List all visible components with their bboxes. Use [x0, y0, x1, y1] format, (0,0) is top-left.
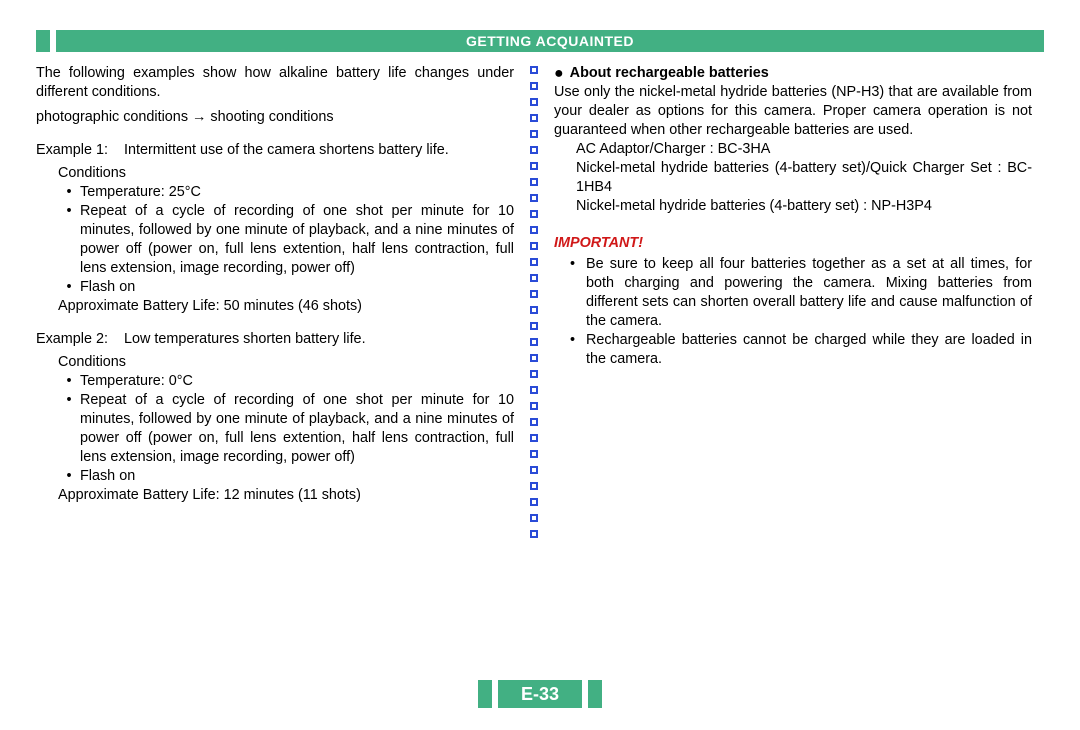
- list-item: •Temperature: 25°C: [58, 183, 514, 202]
- subsection-rechargeable: ● About rechargeable batteries: [554, 64, 1032, 83]
- page: GETTING ACQUAINTED The following example…: [0, 0, 1080, 730]
- divider-square-icon: [530, 98, 538, 106]
- list-item: •Temperature: 0°C: [58, 372, 514, 391]
- bullet-dot-icon: •: [58, 372, 80, 391]
- list-item: •Be sure to keep all four batteries toge…: [554, 255, 1032, 331]
- left-column: The following examples show how alkaline…: [36, 64, 524, 658]
- divider-square-icon: [530, 130, 538, 138]
- bullet-circle-icon: ●: [554, 64, 564, 83]
- important-list: •Be sure to keep all four batteries toge…: [554, 255, 1032, 369]
- example-2-text: Low temperatures shorten battery life.: [124, 330, 514, 349]
- divider-square-icon: [530, 162, 538, 170]
- bullet-dot-icon: •: [570, 331, 586, 369]
- example-2-label: Example 2:: [36, 330, 124, 349]
- list-item-text: Flash on: [80, 278, 514, 297]
- divider-square-icon: [530, 82, 538, 90]
- bullet-dot-icon: •: [58, 278, 80, 297]
- footer-accent-right: [588, 680, 602, 708]
- divider-square-icon: [530, 226, 538, 234]
- content-columns: The following examples show how alkaline…: [36, 64, 1044, 658]
- divider-square-icon: [530, 354, 538, 362]
- list-item: •Repeat of a cycle of recording of one s…: [58, 391, 514, 467]
- important-heading: IMPORTANT!: [554, 234, 1032, 253]
- list-item-text: Repeat of a cycle of recording of one sh…: [80, 202, 514, 278]
- divider-square-icon: [530, 114, 538, 122]
- divider-square-icon: [530, 498, 538, 506]
- footer-accent-left: [478, 680, 492, 708]
- divider-square-icon: [530, 450, 538, 458]
- header-accent-left: [36, 30, 50, 52]
- divider-square-icon: [530, 242, 538, 250]
- list-item: •Flash on: [58, 278, 514, 297]
- subsection-line: AC Adaptor/Charger : BC-3HA: [554, 140, 1032, 159]
- example-1-text: Intermittent use of the camera shortens …: [124, 141, 514, 160]
- bullet-dot-icon: •: [58, 467, 80, 486]
- example-1: Example 1: Intermittent use of the camer…: [36, 141, 514, 160]
- divider-square-icon: [530, 210, 538, 218]
- list-item: •Repeat of a cycle of recording of one s…: [58, 202, 514, 278]
- list-item-text: Temperature: 0°C: [80, 372, 514, 391]
- divider-square-icon: [530, 466, 538, 474]
- header-title: GETTING ACQUAINTED: [56, 30, 1044, 52]
- divider-square-icon: [530, 482, 538, 490]
- divider-square-icon: [530, 178, 538, 186]
- divider-square-icon: [530, 418, 538, 426]
- divider-square-icon: [530, 530, 538, 538]
- divider-square-icon: [530, 146, 538, 154]
- divider-square-icon: [530, 370, 538, 378]
- footer-block: E-33: [478, 680, 602, 708]
- right-column: ● About rechargeable batteries Use only …: [544, 64, 1032, 658]
- divider-square-icon: [530, 274, 538, 282]
- intro-text-2: photographic conditions → shooting condi…: [36, 108, 514, 127]
- divider-square-icon: [530, 290, 538, 298]
- subsection-body: Use only the nickel-metal hydride batter…: [554, 83, 1032, 140]
- bullet-dot-icon: •: [58, 183, 80, 202]
- divider-square-icon: [530, 386, 538, 394]
- divider-square-icon: [530, 194, 538, 202]
- conditions-1-heading: Conditions: [36, 164, 514, 183]
- bullet-dot-icon: •: [58, 391, 80, 467]
- intro-text-1: The following examples show how alkaline…: [36, 64, 514, 102]
- list-item-text: Be sure to keep all four batteries toget…: [586, 255, 1032, 331]
- column-divider: [524, 64, 544, 658]
- list-item-text: Flash on: [80, 467, 514, 486]
- subsection-line: Nickel-metal hydride batteries (4-batter…: [554, 159, 1032, 197]
- example-1-label: Example 1:: [36, 141, 124, 160]
- divider-square-icon: [530, 338, 538, 346]
- page-number: E-33: [498, 680, 582, 708]
- divider-square-icon: [530, 402, 538, 410]
- header-bar: GETTING ACQUAINTED: [36, 30, 1044, 52]
- list-item: •Flash on: [58, 467, 514, 486]
- conditions-1-result: Approximate Battery Life: 50 minutes (46…: [36, 297, 514, 316]
- list-item-text: Rechargeable batteries cannot be charged…: [586, 331, 1032, 369]
- subsection-lines: AC Adaptor/Charger : BC-3HANickel-metal …: [554, 140, 1032, 216]
- conditions-2-result: Approximate Battery Life: 12 minutes (11…: [36, 486, 514, 505]
- divider-square-icon: [530, 258, 538, 266]
- footer: E-33: [0, 680, 1080, 708]
- list-item-text: Temperature: 25°C: [80, 183, 514, 202]
- list-item-text: Repeat of a cycle of recording of one sh…: [80, 391, 514, 467]
- divider-square-icon: [530, 514, 538, 522]
- bullet-dot-icon: •: [570, 255, 586, 331]
- list-item: •Rechargeable batteries cannot be charge…: [554, 331, 1032, 369]
- subsection-line: Nickel-metal hydride batteries (4-batter…: [554, 197, 1032, 216]
- divider-square-icon: [530, 322, 538, 330]
- divider-square-icon: [530, 66, 538, 74]
- conditions-1-list: •Temperature: 25°C•Repeat of a cycle of …: [36, 183, 514, 297]
- conditions-2-heading: Conditions: [36, 353, 514, 372]
- conditions-1: Conditions •Temperature: 25°C•Repeat of …: [36, 164, 514, 316]
- conditions-2-list: •Temperature: 0°C•Repeat of a cycle of r…: [36, 372, 514, 486]
- conditions-2: Conditions •Temperature: 0°C•Repeat of a…: [36, 353, 514, 505]
- divider-square-icon: [530, 306, 538, 314]
- subsection-title: About rechargeable batteries: [570, 64, 769, 83]
- divider-square-icon: [530, 434, 538, 442]
- bullet-dot-icon: •: [58, 202, 80, 278]
- example-2: Example 2: Low temperatures shorten batt…: [36, 330, 514, 349]
